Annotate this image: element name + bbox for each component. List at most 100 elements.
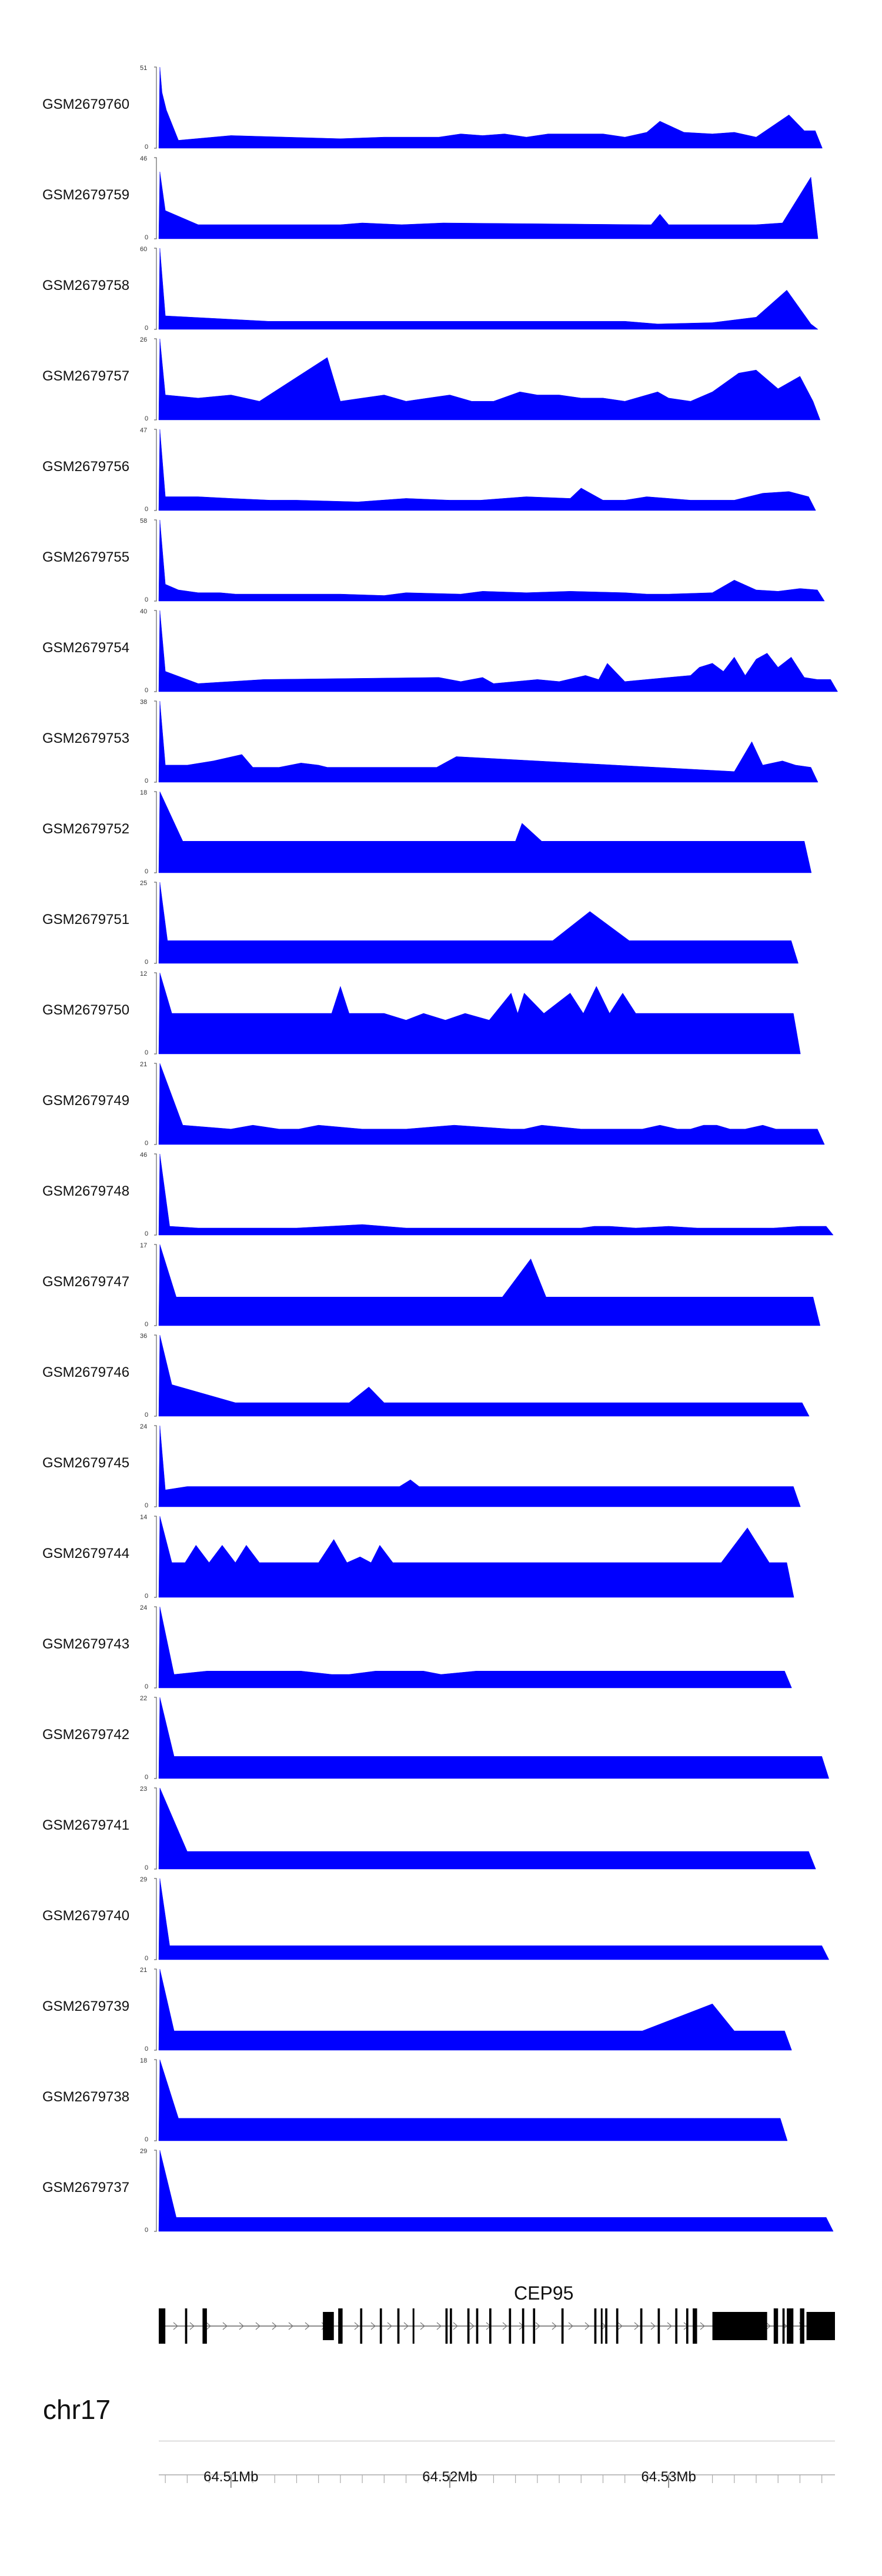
track-y-axis — [154, 1968, 157, 2051]
track-label: GSM2679743 — [42, 1636, 130, 1652]
coverage-area — [158, 1244, 821, 1326]
gene-model — [0, 2282, 882, 2364]
track-ymin-label: 0 — [145, 1774, 149, 1781]
track-ymin-label: 0 — [145, 506, 149, 513]
strand-arrow — [634, 2322, 639, 2330]
track-plot — [154, 1697, 830, 1779]
track-plot — [154, 2150, 834, 2232]
track-ymin-label: 0 — [145, 1412, 149, 1419]
track-label: GSM2679754 — [42, 640, 130, 656]
track-ymin-label: 0 — [145, 1140, 149, 1147]
track-ymax-label: 21 — [140, 1967, 148, 1974]
gene-model-svg — [159, 2308, 835, 2344]
strand-arrow — [436, 2322, 442, 2330]
track-ymin-label: 0 — [145, 1955, 149, 1962]
coverage-area — [158, 2150, 834, 2232]
track-ymax-label: 46 — [140, 155, 148, 162]
track-label: GSM2679744 — [42, 1546, 130, 1561]
coverage-area — [158, 1334, 810, 1417]
axis-tick-label: 64.53Mb — [641, 2469, 696, 2485]
exon — [185, 2308, 188, 2344]
track-ymax-label: 22 — [140, 1695, 148, 1702]
track-ymin-label: 0 — [145, 2046, 149, 2053]
coverage-area — [158, 1516, 794, 1598]
track-ymin-label: 0 — [145, 596, 149, 603]
track-y-axis — [154, 700, 157, 783]
exon — [686, 2308, 689, 2344]
track-label: GSM2679757 — [42, 368, 130, 384]
track-y-axis — [154, 1334, 157, 1417]
track-y-axis — [154, 610, 157, 692]
track-ymax-label: 14 — [140, 1514, 148, 1521]
strand-arrow — [667, 2322, 672, 2330]
track-y-axis — [154, 429, 157, 511]
axis-tick-label: 64.51Mb — [203, 2469, 259, 2485]
track-plot — [154, 882, 799, 964]
track-label: GSM2679746 — [42, 1364, 130, 1380]
track-ymax-label: 21 — [140, 1061, 148, 1068]
track-ymin-label: 0 — [145, 1864, 149, 1871]
track-ymax-label: 23 — [140, 1786, 148, 1793]
track-plot — [154, 2059, 788, 2141]
track-GSM2679747: GSM2679747 17 0 — [0, 1241, 882, 1332]
exon — [476, 2308, 479, 2344]
track-GSM2679743: GSM2679743 24 0 — [0, 1603, 882, 1694]
track-GSM2679758: GSM2679758 60 0 — [0, 245, 882, 335]
strand-arrow — [552, 2322, 557, 2330]
track-plot — [154, 1878, 830, 1960]
gene-name-label: CEP95 — [514, 2283, 574, 2304]
track-plot — [154, 1787, 816, 1870]
exon — [159, 2308, 166, 2344]
track-ymin-label: 0 — [145, 2227, 149, 2234]
coverage-area — [158, 1063, 825, 1145]
strand-arrow — [173, 2322, 178, 2330]
coverage-area — [158, 1697, 830, 1779]
coverage-area — [158, 1968, 792, 2051]
track-GSM2679742: GSM2679742 22 0 — [0, 1694, 882, 1784]
strand-arrow — [617, 2322, 623, 2330]
exon — [445, 2308, 448, 2344]
track-ymax-label: 36 — [140, 1333, 148, 1340]
track-y-axis — [154, 157, 157, 239]
track-y-axis — [154, 2059, 157, 2141]
strand-arrow — [453, 2322, 458, 2330]
track-GSM2679754: GSM2679754 40 0 — [0, 607, 882, 698]
track-GSM2679741: GSM2679741 23 0 — [0, 1784, 882, 1875]
track-plot — [154, 610, 838, 692]
exon — [449, 2308, 452, 2344]
track-plot — [154, 1606, 792, 1689]
track-ymax-label: 60 — [140, 246, 148, 253]
strand-arrow — [305, 2322, 310, 2330]
track-plot — [154, 1153, 834, 1236]
track-GSM2679737: GSM2679737 29 0 — [0, 2147, 882, 2237]
track-plot — [154, 700, 818, 783]
track-label: GSM2679737 — [42, 2180, 130, 2195]
coverage-area — [158, 1787, 816, 1870]
track-y-axis — [154, 1878, 157, 1960]
track-label: GSM2679741 — [42, 1817, 130, 1833]
coverage-area — [158, 519, 825, 602]
track-GSM2679753: GSM2679753 38 0 — [0, 698, 882, 788]
track-y-axis — [154, 1516, 157, 1598]
exon — [509, 2308, 512, 2344]
track-ymin-label: 0 — [145, 1321, 149, 1328]
track-ymin-label: 0 — [145, 2136, 149, 2143]
exon — [600, 2308, 603, 2344]
track-plot — [154, 1244, 821, 1326]
coverage-area — [158, 66, 823, 149]
track-plot — [154, 248, 818, 330]
track-ymax-label: 46 — [140, 1152, 148, 1159]
exon — [693, 2308, 697, 2344]
track-ymin-label: 0 — [145, 1593, 149, 1600]
track-plot — [154, 1063, 825, 1145]
exon — [533, 2308, 536, 2344]
exon — [594, 2308, 597, 2344]
track-ymin-label: 0 — [145, 687, 149, 694]
track-label: GSM2679748 — [42, 1183, 130, 1199]
track-y-axis — [154, 66, 157, 149]
track-ymax-label: 18 — [140, 789, 148, 796]
track-ymin-label: 0 — [145, 959, 149, 966]
coverage-area — [158, 338, 821, 421]
strand-arrow — [354, 2322, 359, 2330]
exon — [616, 2308, 619, 2344]
